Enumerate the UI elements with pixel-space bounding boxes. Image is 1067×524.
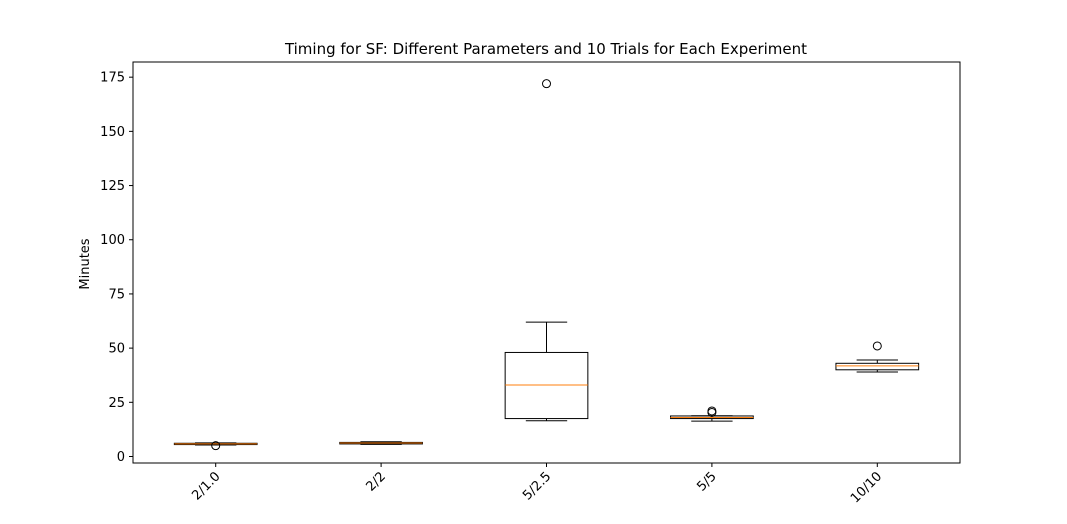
box-iqr [835,362,920,371]
outlier-point [707,406,717,416]
outlier-point [542,79,551,89]
y-tick-label: 0 [117,450,125,465]
box-iqr [504,351,589,420]
outlier-point [872,341,882,351]
y-tick-label: 75 [108,287,125,302]
y-tick-label: 25 [108,396,125,411]
outlier-point [211,441,221,451]
y-tick-label: 100 [100,233,125,248]
plot-frame [132,61,961,464]
y-tick-label: 125 [100,179,125,194]
y-axis-label: Minutes [78,238,93,289]
y-tick-label: 50 [108,342,125,357]
y-tick-label: 150 [100,125,125,140]
chart-title: Timing for SF: Different Parameters and … [284,40,807,58]
y-tick-label: 175 [100,71,125,86]
